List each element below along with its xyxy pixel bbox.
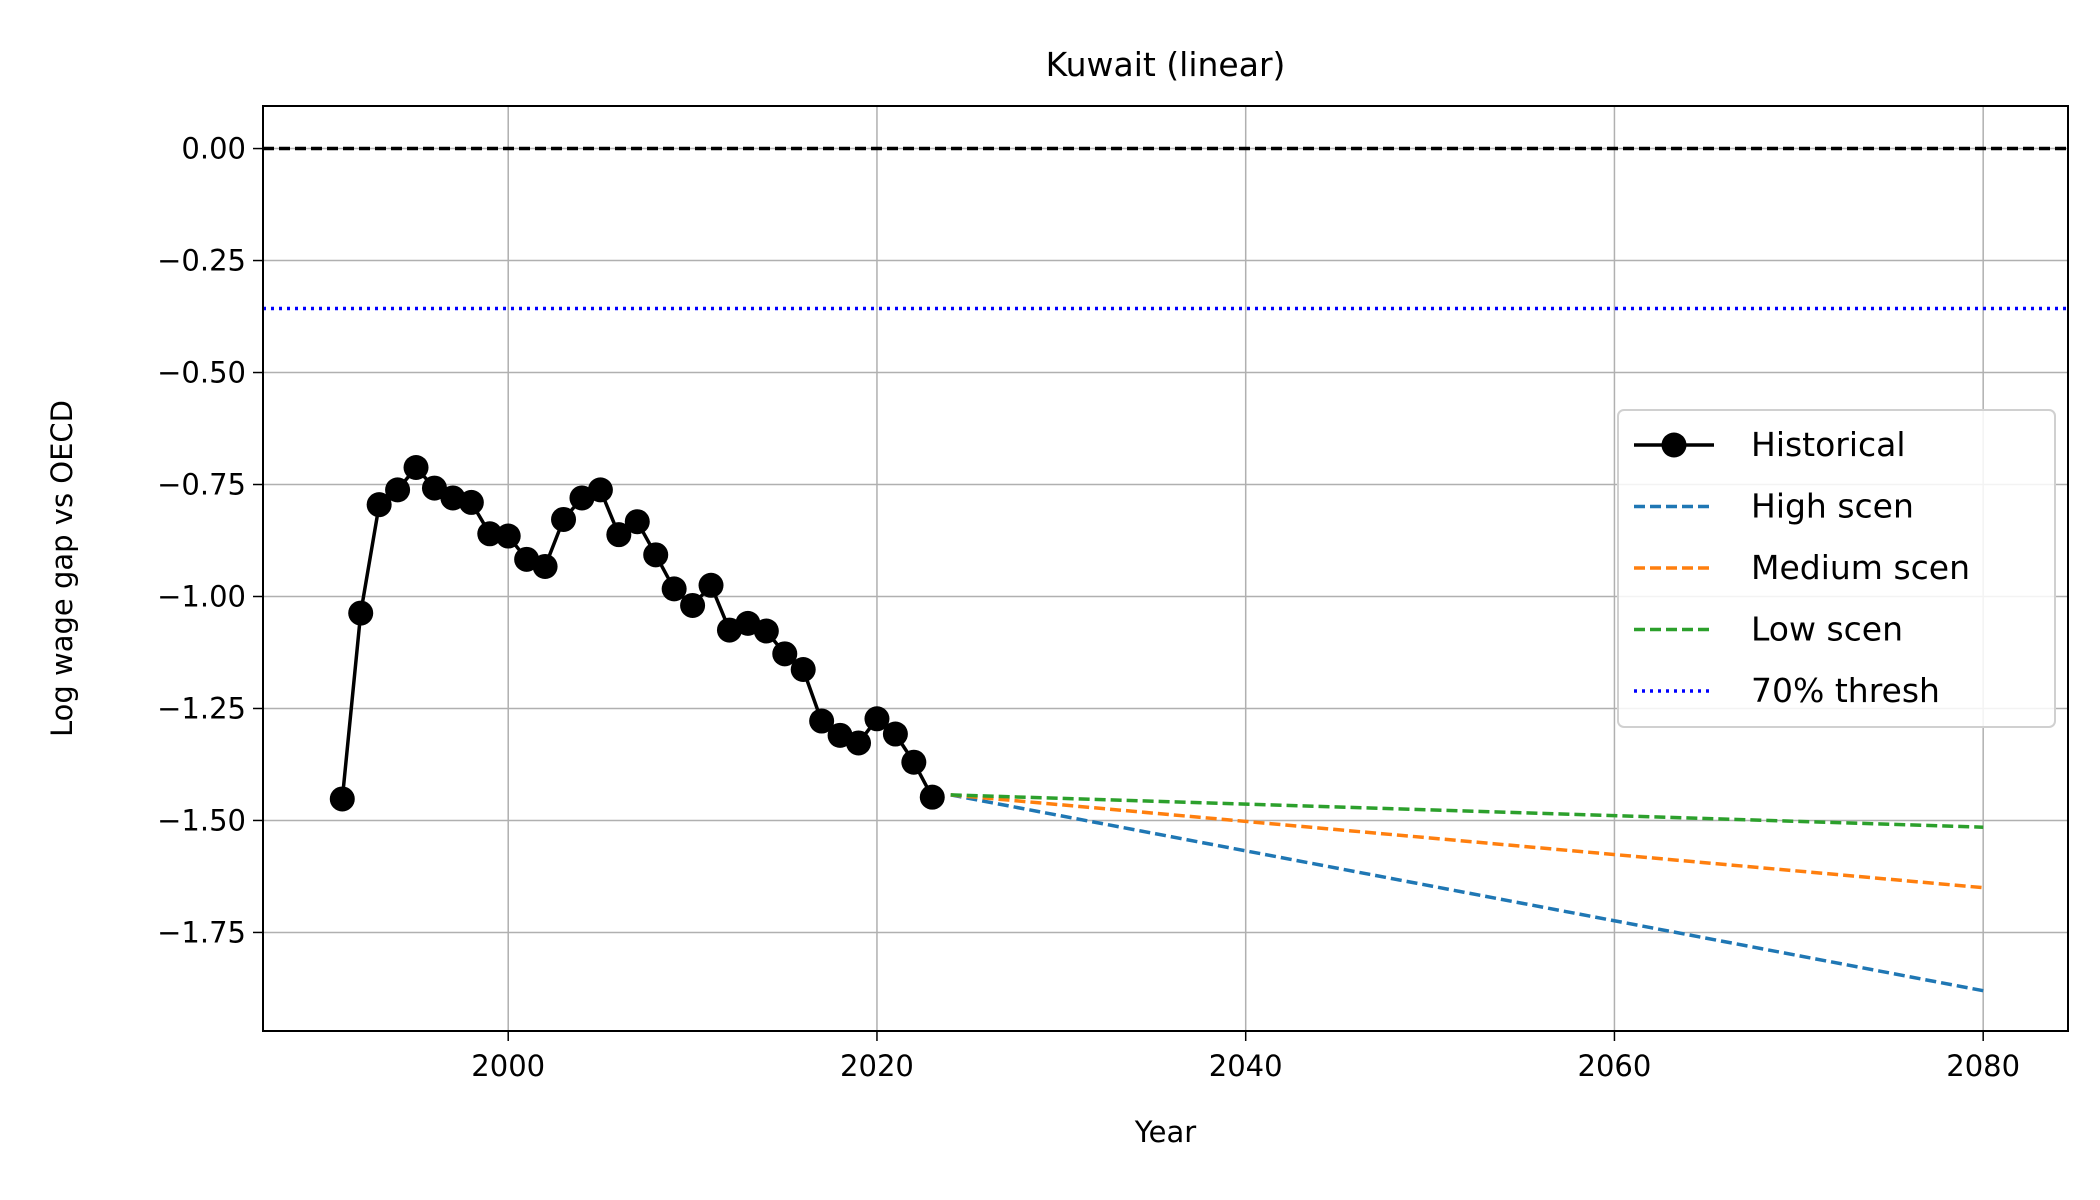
series-historical-point <box>587 477 613 503</box>
y-tick-label: 0.00 <box>181 132 246 166</box>
series-historical-point <box>348 600 374 626</box>
x-tick-label: 2040 <box>1209 1049 1283 1083</box>
legend-high-scen-label: High scen <box>1751 487 1914 526</box>
legend-low-scen-label: Low scen <box>1751 610 1903 649</box>
y-tick-label: −1.25 <box>157 691 246 725</box>
series-historical-point <box>772 641 798 667</box>
y-axis-label: Log wage gap vs OECD <box>45 400 79 737</box>
legend-70-thresh-label: 70% thresh <box>1751 671 1940 710</box>
series-historical-point <box>882 721 908 747</box>
series-layer <box>263 306 2068 993</box>
series-historical-point <box>661 576 687 602</box>
y-tick-label: −0.25 <box>157 244 246 278</box>
series-historical-point <box>624 509 650 535</box>
legend: Historical High scen Medium scen Low scen 70… <box>1617 409 2056 728</box>
series-historical-point <box>366 492 392 518</box>
legend-medium-scen-label: Medium scen <box>1751 548 1970 587</box>
series-historical-point <box>532 553 558 579</box>
y-tick-label: −0.75 <box>157 468 246 502</box>
series-historical-point <box>919 784 945 810</box>
ticks: 2000 2020 2040 2060 2080 0.00 −0.25 −0.50 −0.75 −… <box>157 132 2020 1083</box>
series-historical-point <box>329 786 355 812</box>
series-historical-point <box>790 657 816 683</box>
series-historical-point <box>477 521 503 547</box>
series-historical-point <box>421 475 447 501</box>
x-tick-label: 2060 <box>1578 1049 1652 1083</box>
y-tick-label: −1.50 <box>157 803 246 837</box>
series-historical-point <box>901 749 927 775</box>
x-tick-label: 2020 <box>840 1049 914 1083</box>
series-historical-point <box>698 572 724 598</box>
plot-frame <box>262 105 2069 1032</box>
y-tick-label: −1.00 <box>157 579 246 613</box>
x-axis-label: Year <box>1134 1115 1196 1149</box>
series-historical-point <box>753 618 779 644</box>
series-historical-point <box>495 523 521 549</box>
series-historical-point <box>606 522 632 548</box>
chart-title: Kuwait (linear) <box>1046 45 1286 84</box>
series-historical-point <box>864 706 890 732</box>
series-medium-scen-line <box>950 793 1984 890</box>
series-historical-point <box>643 542 669 568</box>
series-historical-point <box>551 506 577 532</box>
y-tick-label: −0.50 <box>157 356 246 390</box>
series-historical-point <box>385 477 411 503</box>
y-tick-label: −1.75 <box>157 915 246 949</box>
legend-box <box>1617 409 2056 728</box>
series-historical-point <box>458 489 484 515</box>
x-tick-label: 2080 <box>1946 1049 2020 1083</box>
x-tick-label: 2000 <box>471 1049 545 1083</box>
legend-historical-marker <box>1661 432 1687 458</box>
series-historical-point <box>403 454 429 480</box>
legend-historical-label: Historical <box>1751 425 1906 464</box>
series-historical-point <box>809 708 835 734</box>
series-low-scen-line <box>950 793 1984 829</box>
series-historical-point <box>680 592 706 618</box>
series-historical-point <box>846 730 872 756</box>
